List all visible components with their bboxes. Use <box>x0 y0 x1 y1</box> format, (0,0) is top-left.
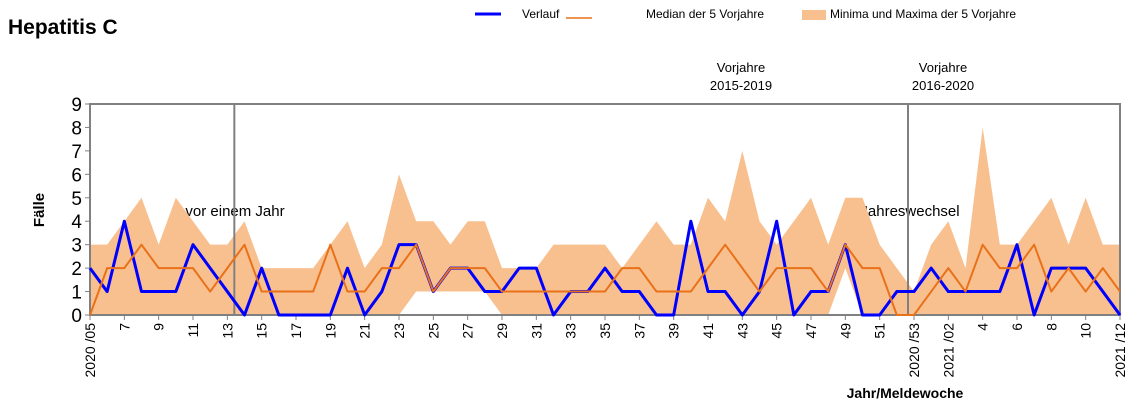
x-tick-label: 7 <box>116 323 132 331</box>
annotation: Jahreswechsel <box>860 203 959 220</box>
x-tick-label: 25 <box>425 323 441 339</box>
x-tick-label: 17 <box>288 323 304 339</box>
x-tick-label: 11 <box>185 323 201 338</box>
x-tick-label: 4 <box>975 323 991 331</box>
y-tick-label: 4 <box>71 212 82 233</box>
legend-label: Minima und Maxima der 5 Vorjahre <box>830 7 1016 21</box>
x-tick-label: 23 <box>391 323 407 339</box>
x-tick-label: 2020 /53 <box>906 323 922 378</box>
x-tick-label: 49 <box>837 323 853 339</box>
x-axis-label: Jahr/Meldewoche <box>847 385 964 401</box>
x-tick-label: 27 <box>460 323 476 339</box>
y-tick-label: 3 <box>71 236 82 257</box>
annotation: Vorjahre <box>919 60 967 75</box>
y-tick-label: 7 <box>71 142 82 163</box>
x-tick-label: 47 <box>803 323 819 339</box>
series-line <box>89 243 1121 316</box>
y-tick-label: 1 <box>71 283 82 304</box>
min-max-band <box>90 127 1120 315</box>
x-tick-label: 45 <box>769 323 785 339</box>
y-tick-label: 2 <box>71 259 82 280</box>
x-tick-label: 51 <box>872 323 888 339</box>
x-tick-label: 15 <box>254 323 270 339</box>
legend-swatch <box>802 10 826 20</box>
y-tick-label: 0 <box>71 306 82 327</box>
x-tick-label: 19 <box>322 323 338 339</box>
legend-label: Median der 5 Vorjahre <box>646 7 764 21</box>
x-tick-label: 13 <box>219 323 235 339</box>
y-axis-label: Fälle <box>31 193 48 227</box>
x-tick-label: 39 <box>666 323 682 339</box>
annotation: 2016-2020 <box>912 78 974 93</box>
x-tick-label: 6 <box>1009 323 1025 331</box>
legend-label: Verlauf <box>522 7 560 21</box>
x-tick-label: 33 <box>563 323 579 339</box>
x-tick-label: 35 <box>597 323 613 339</box>
x-tick-label: 8 <box>1043 323 1059 331</box>
x-tick-label: 2020 /05 <box>82 323 98 378</box>
x-tick-label: 37 <box>631 323 647 339</box>
x-tick-label: 43 <box>734 323 750 339</box>
y-tick-label: 5 <box>71 189 82 210</box>
x-tick-label: 2021 /02 <box>940 323 956 378</box>
x-tick-label: 41 <box>700 323 716 339</box>
y-tick-label: 6 <box>71 165 82 186</box>
x-tick-label: 10 <box>1078 323 1094 339</box>
series-line <box>88 219 1122 317</box>
chart-title: Hepatitis C <box>8 16 118 39</box>
x-tick-label: 31 <box>528 323 544 339</box>
annotation: Vorjahre <box>717 60 765 75</box>
annotation: 2015-2019 <box>710 78 772 93</box>
y-tick-label: 9 <box>71 95 82 116</box>
x-tick-label: 2021 /12 <box>1112 323 1128 378</box>
x-tick-label: 9 <box>151 323 167 331</box>
x-tick-label: 29 <box>494 323 510 339</box>
x-tick-label: 21 <box>357 323 373 339</box>
y-tick-label: 8 <box>71 118 82 139</box>
